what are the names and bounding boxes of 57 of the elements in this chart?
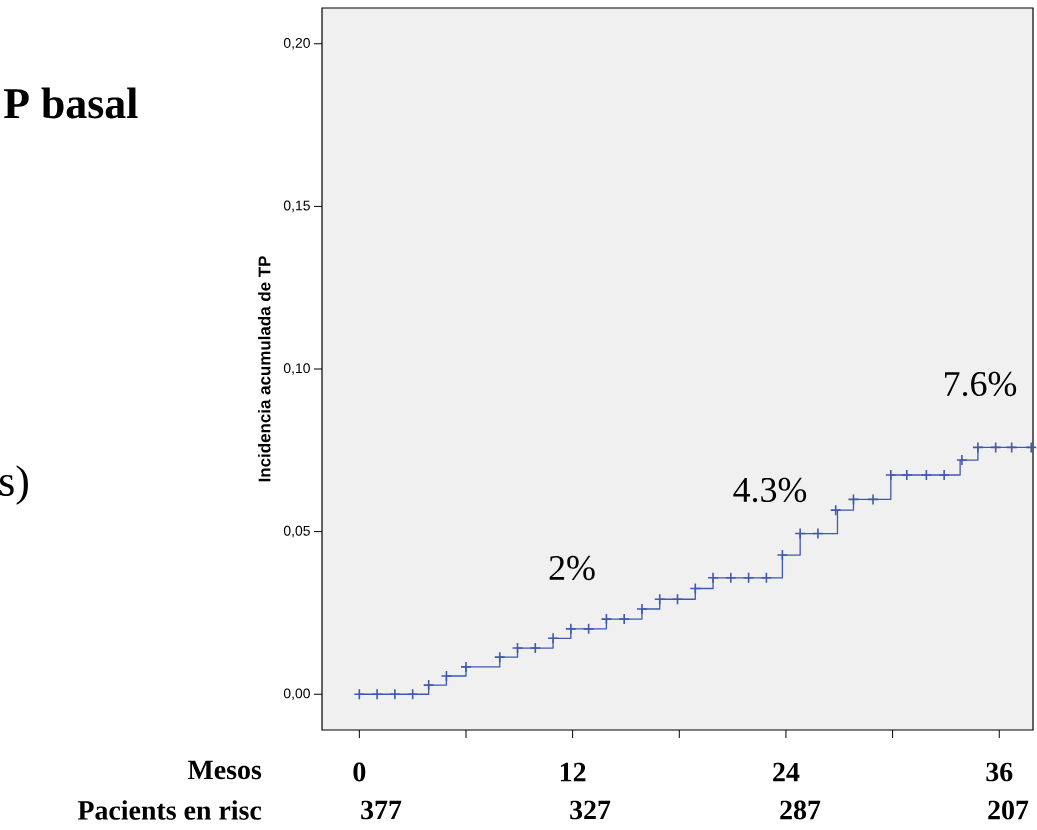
x-tick-label: 0 xyxy=(353,762,366,782)
point xyxy=(440,670,453,682)
point xyxy=(794,527,806,540)
y-tick-label: 0,10 xyxy=(283,363,310,375)
text: 327 xyxy=(570,800,611,820)
point xyxy=(1025,441,1037,454)
point xyxy=(885,469,897,481)
point xyxy=(867,493,879,506)
y-tick-label: 0,15 xyxy=(283,200,310,213)
point xyxy=(493,651,506,663)
point xyxy=(829,504,842,516)
point xyxy=(406,688,419,701)
text: s) xyxy=(0,465,28,505)
y-tick-label: 0,00 xyxy=(283,688,310,700)
annotation: 2% xyxy=(549,555,595,581)
point xyxy=(460,661,472,673)
point xyxy=(529,642,542,654)
text: 377 xyxy=(361,800,402,820)
point xyxy=(565,623,577,635)
point xyxy=(547,632,559,645)
y-tick-label: 0,05 xyxy=(283,525,310,538)
point xyxy=(636,603,648,615)
point xyxy=(1005,441,1018,454)
point xyxy=(760,571,773,584)
point xyxy=(582,623,595,635)
point xyxy=(618,613,630,625)
point xyxy=(989,441,1002,454)
x-axis-title: Mesos xyxy=(187,760,262,780)
point xyxy=(600,613,613,625)
annotation: 7.6% xyxy=(945,371,1017,397)
text: 287 xyxy=(780,800,821,820)
point xyxy=(671,593,684,606)
point xyxy=(422,679,435,691)
point xyxy=(725,571,737,584)
point xyxy=(920,469,933,481)
point xyxy=(689,582,702,595)
x-tick-label: 24 xyxy=(773,762,800,782)
point xyxy=(707,571,719,584)
point xyxy=(972,441,984,454)
x-tick-label: 12 xyxy=(560,762,586,782)
point xyxy=(776,549,789,561)
annotation: 4.3% xyxy=(733,477,807,503)
point xyxy=(847,493,860,506)
point xyxy=(938,469,950,481)
point xyxy=(901,469,913,481)
point xyxy=(511,642,524,654)
point xyxy=(812,527,824,540)
point xyxy=(353,688,366,701)
y-axis-title: Incidencia acumulada de TP xyxy=(258,256,271,482)
y-tick-label: 0,20 xyxy=(283,37,310,50)
x-tick-label: 36 xyxy=(986,762,1013,782)
text: Pacients en risc xyxy=(77,800,262,820)
text: 207 xyxy=(988,800,1029,820)
text: P basal xyxy=(3,87,138,119)
point xyxy=(653,593,666,606)
point xyxy=(742,571,755,584)
point xyxy=(956,454,968,466)
